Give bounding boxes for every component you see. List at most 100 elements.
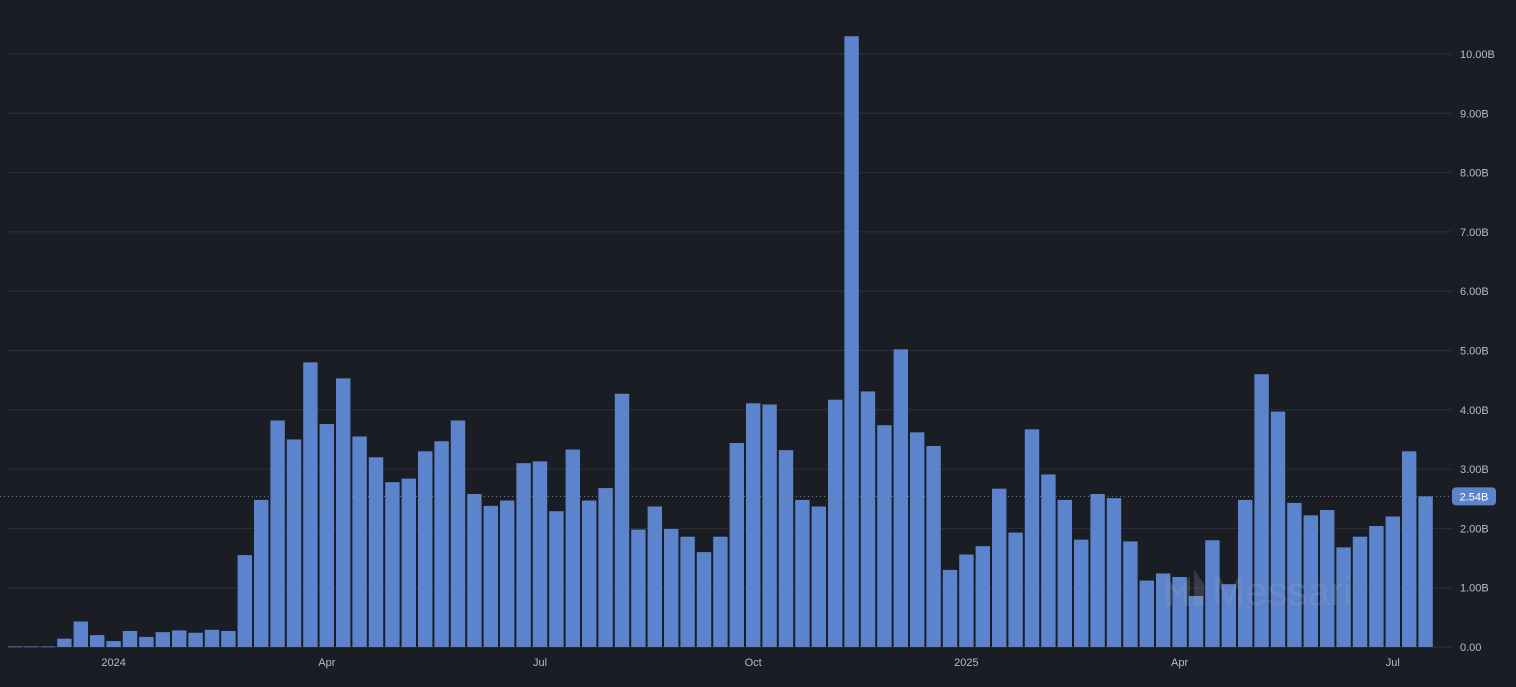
bar[interactable] [1336, 547, 1351, 647]
bar[interactable] [483, 505, 498, 647]
bar[interactable] [942, 569, 958, 647]
bar[interactable] [73, 621, 88, 647]
bar[interactable] [434, 441, 449, 647]
bar[interactable] [188, 632, 203, 647]
bar[interactable] [746, 403, 761, 647]
y-axis: 0.00 1.00B 2.00B 3.00B 4.00B 5.00B 6.00B 7.00B 8… [1460, 49, 1495, 654]
bar[interactable] [418, 451, 433, 647]
bar[interactable] [729, 443, 744, 647]
bar[interactable] [1270, 411, 1286, 647]
x-tick-label: Apr [318, 657, 335, 669]
bar[interactable] [1320, 510, 1335, 647]
bar[interactable] [565, 449, 580, 647]
bar[interactable] [1402, 451, 1417, 647]
bar[interactable] [828, 399, 843, 647]
bar[interactable] [893, 349, 908, 647]
bar[interactable] [352, 436, 367, 647]
bar[interactable] [1106, 498, 1122, 647]
bar[interactable] [1303, 515, 1318, 647]
bar[interactable] [598, 488, 613, 647]
bar[interactable] [221, 630, 236, 647]
bar[interactable] [631, 529, 646, 647]
bar[interactable] [680, 536, 695, 647]
bar[interactable] [1238, 499, 1253, 647]
bar[interactable] [254, 499, 269, 647]
bar[interactable] [778, 450, 794, 647]
x-tick-label: Jul [533, 657, 547, 669]
bar[interactable] [926, 445, 941, 647]
bar[interactable] [1156, 573, 1171, 647]
bar[interactable] [106, 641, 121, 647]
bar[interactable] [795, 499, 810, 647]
bar[interactable] [549, 511, 564, 647]
last-value-marker: 2.54B [0, 487, 1496, 506]
bar[interactable] [1418, 496, 1433, 647]
y-tick-label: 3.00B [1460, 464, 1489, 476]
bar[interactable] [1139, 580, 1154, 647]
bar[interactable] [877, 425, 892, 647]
bar[interactable] [401, 478, 416, 647]
bar-series [8, 36, 1433, 648]
bar[interactable] [1041, 474, 1056, 647]
bar[interactable] [664, 528, 679, 647]
x-axis: 2024 Apr Jul Oct 2025 Apr Jul [101, 657, 1399, 669]
bar[interactable] [992, 488, 1007, 647]
bar[interactable] [450, 420, 466, 647]
bar[interactable] [1221, 584, 1236, 647]
y-tick-label: 1.00B [1460, 583, 1489, 595]
y-tick-label: 9.00B [1460, 108, 1489, 120]
bar[interactable] [139, 636, 154, 647]
y-tick-label: 2.00B [1460, 523, 1489, 535]
bar[interactable] [713, 536, 728, 647]
bar[interactable] [647, 506, 662, 647]
bar[interactable] [762, 404, 777, 647]
bar[interactable] [1385, 516, 1400, 647]
bar[interactable] [270, 420, 285, 647]
bar[interactable] [844, 36, 859, 647]
bar[interactable] [237, 555, 252, 647]
bar[interactable] [1369, 526, 1384, 647]
bar[interactable] [1074, 539, 1089, 647]
bar[interactable] [1287, 502, 1302, 647]
bar[interactable] [959, 554, 974, 647]
bar[interactable] [319, 424, 334, 647]
bar[interactable] [614, 393, 630, 647]
bar[interactable] [385, 482, 400, 647]
bar[interactable] [303, 362, 318, 647]
bar[interactable] [57, 638, 72, 647]
bar[interactable] [1123, 541, 1138, 647]
bar[interactable] [40, 646, 56, 648]
bar[interactable] [122, 630, 138, 647]
bar[interactable] [1008, 532, 1023, 647]
bar[interactable] [204, 629, 220, 647]
bar[interactable] [811, 506, 826, 647]
bar[interactable] [24, 646, 39, 648]
bar[interactable] [1024, 429, 1040, 647]
bar[interactable] [532, 461, 548, 647]
bar[interactable] [1057, 499, 1072, 647]
bar[interactable] [582, 500, 597, 647]
bar[interactable] [1254, 374, 1269, 647]
x-tick-label: 2024 [101, 657, 125, 669]
bar[interactable] [975, 546, 990, 647]
bar[interactable] [172, 630, 187, 647]
bar[interactable] [860, 391, 876, 647]
bar[interactable] [516, 463, 531, 647]
bar[interactable] [500, 500, 515, 647]
bar[interactable] [90, 635, 105, 647]
bar[interactable] [910, 432, 925, 647]
bar[interactable] [1172, 577, 1187, 647]
bar[interactable] [467, 494, 482, 647]
bar[interactable] [8, 646, 23, 648]
bar[interactable] [1090, 494, 1105, 647]
bar[interactable] [155, 632, 170, 647]
bar[interactable] [368, 457, 384, 647]
bar[interactable] [286, 439, 302, 647]
bar[interactable] [1188, 596, 1204, 647]
bar[interactable] [696, 552, 712, 647]
x-tick-label: 2025 [954, 657, 978, 669]
bar[interactable] [1205, 540, 1220, 647]
bar[interactable] [1352, 536, 1368, 647]
y-tick-label: 0.00 [1460, 642, 1481, 654]
bar[interactable] [336, 378, 351, 647]
